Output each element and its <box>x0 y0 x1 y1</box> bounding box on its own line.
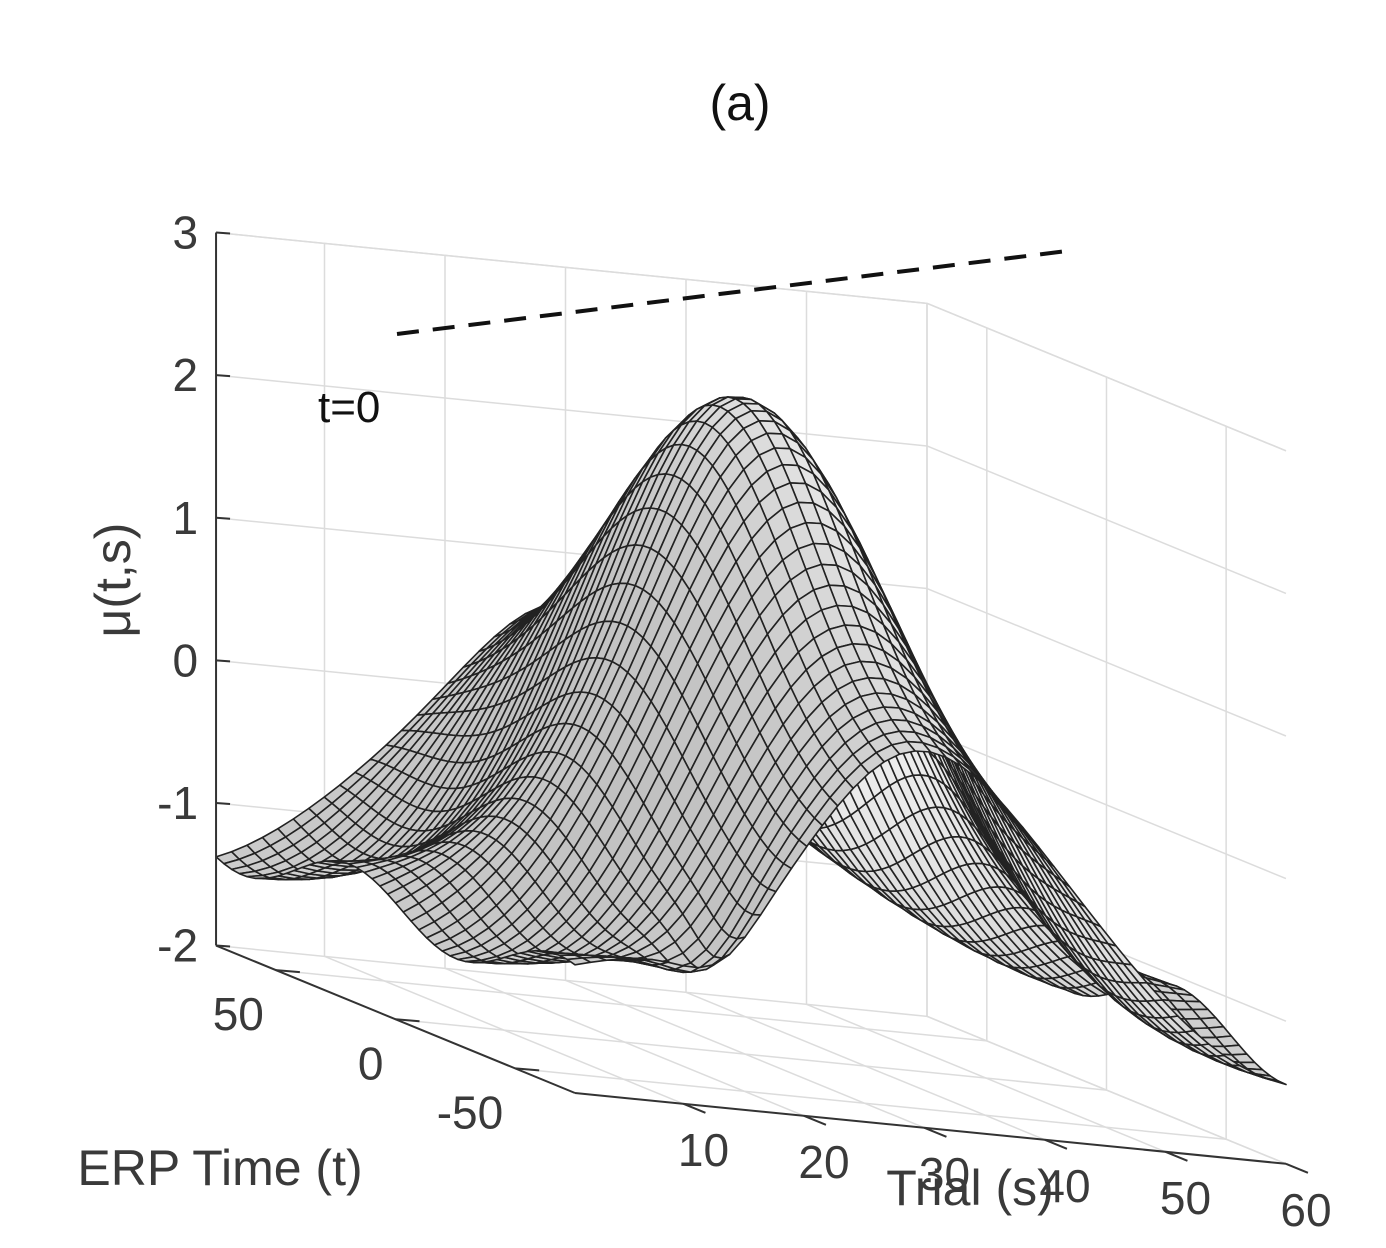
x-tick-label: 60 <box>1280 1184 1331 1236</box>
box-edge <box>926 302 1287 452</box>
z-tick <box>215 944 231 948</box>
y-tick <box>275 969 300 974</box>
y-tick <box>395 1018 420 1023</box>
z-tick-label: 1 <box>172 492 198 544</box>
grid-line <box>395 1018 1107 1091</box>
x-tick <box>924 1126 947 1138</box>
x-tick <box>683 1102 706 1114</box>
z-axis-label: μ(t,s) <box>85 523 141 638</box>
x-tick-label: 50 <box>1160 1172 1211 1224</box>
x-axis-label: Trial (s) <box>886 1160 1054 1216</box>
z-tick <box>215 801 231 805</box>
z-tick-label: -2 <box>157 920 198 972</box>
box-edge <box>215 231 928 305</box>
grid-line <box>275 969 987 1042</box>
y-tick <box>515 1067 540 1072</box>
z-tick-label: 3 <box>172 207 198 259</box>
z-tick <box>215 659 231 663</box>
y-tick-label: 0 <box>358 1037 384 1089</box>
surface-layer <box>215 249 1287 1086</box>
t0-dashed-line <box>396 249 1068 336</box>
x-tick-label: 30 <box>919 1148 970 1200</box>
x-tick-label: 10 <box>678 1124 729 1176</box>
z-tick-label: -1 <box>157 777 198 829</box>
x-tick-label: 20 <box>798 1136 849 1188</box>
y-tick-label: -50 <box>437 1086 503 1138</box>
z-tick <box>215 516 231 520</box>
x-tick <box>803 1114 827 1126</box>
x-tick-label: 40 <box>1039 1160 1090 1212</box>
z-tick-label: 2 <box>172 349 198 401</box>
axes-layer: -2 -1 0 1 2 3 -50 0 50 10 20 30 40 50 60 <box>157 207 1331 1236</box>
grid-line <box>515 1067 1227 1140</box>
grid-line <box>215 374 928 447</box>
y-axis-label: ERP Time (t) <box>77 1140 362 1196</box>
grid-line <box>926 587 1287 737</box>
y-tick-label: 50 <box>213 988 264 1040</box>
z-tick <box>215 231 231 235</box>
surface-patch <box>566 957 592 966</box>
z-tick <box>215 374 231 378</box>
z-tick-label: 0 <box>172 634 198 686</box>
x-tick <box>1165 1150 1188 1162</box>
chart-title: (a) <box>709 75 770 131</box>
t0-annotation: t=0 <box>318 383 380 432</box>
grid-line <box>926 445 1287 595</box>
grid-line <box>926 1015 1287 1165</box>
x-tick <box>1285 1162 1309 1174</box>
grid-line <box>926 730 1287 880</box>
x-tick <box>1044 1138 1068 1150</box>
grid-line <box>215 944 928 1018</box>
